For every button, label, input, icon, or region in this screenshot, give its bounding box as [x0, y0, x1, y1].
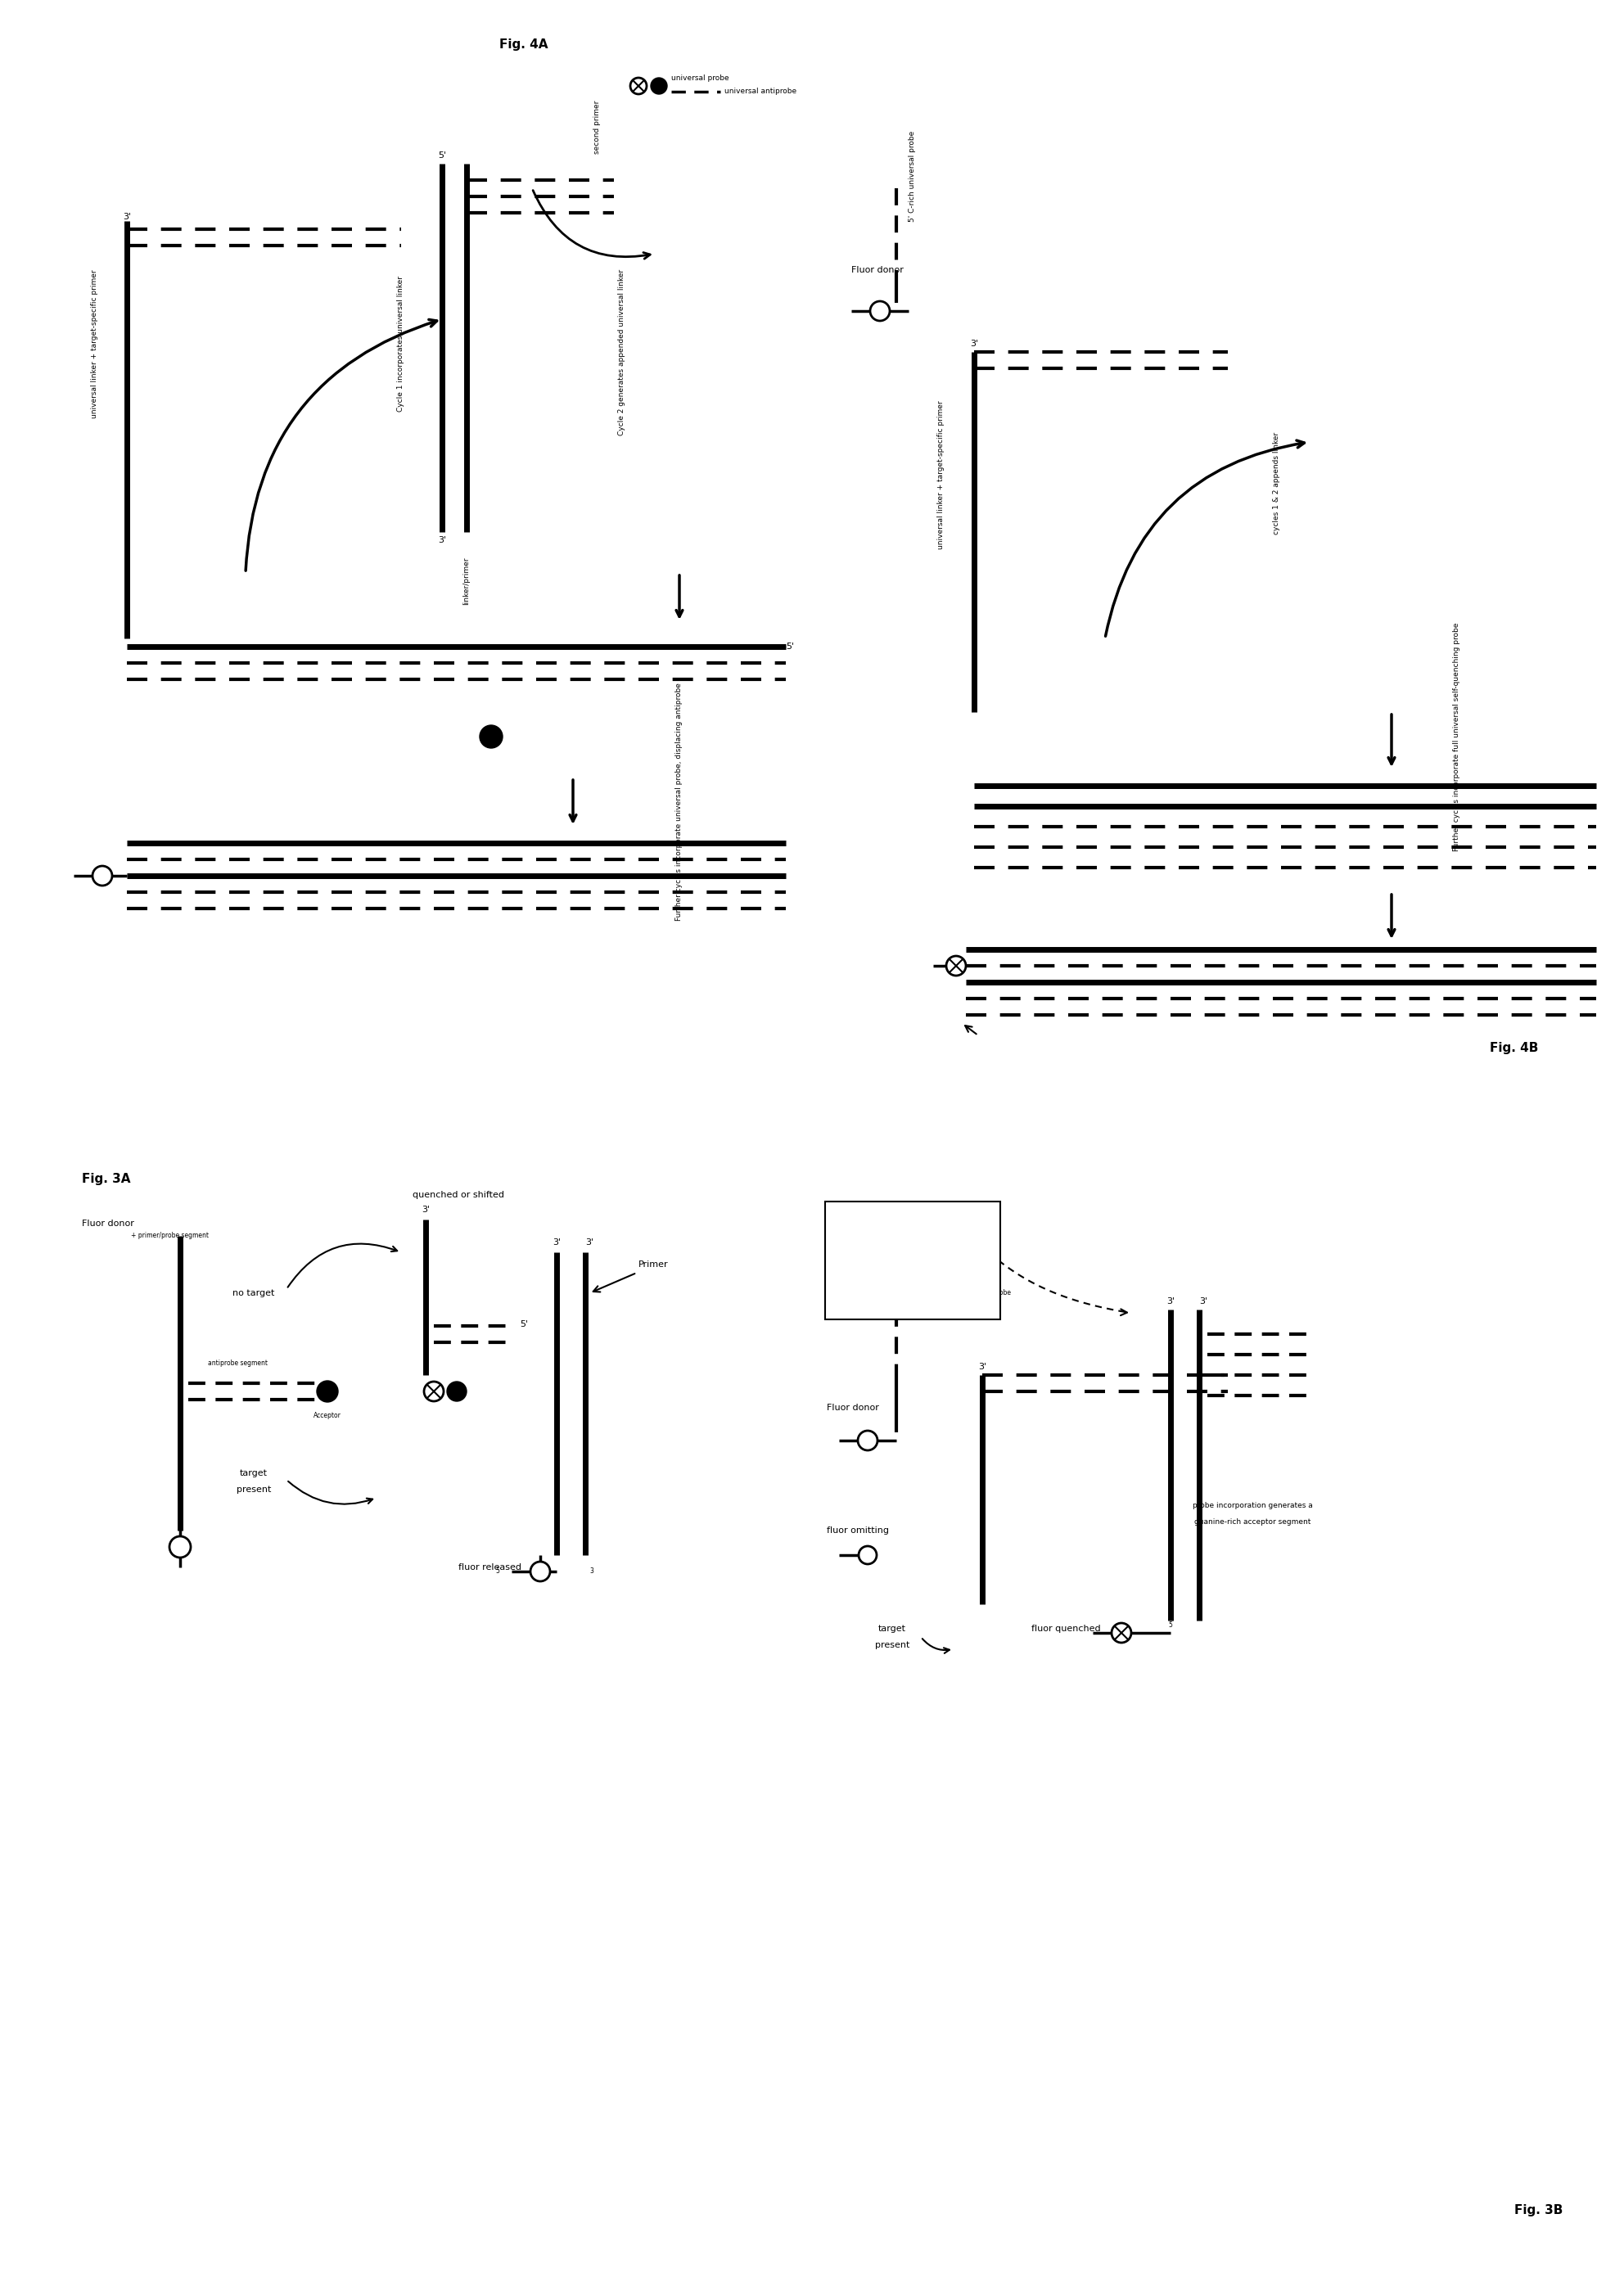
Text: 3': 3' — [978, 1362, 986, 1371]
Text: 5': 5' — [438, 150, 447, 159]
Text: target: target — [879, 1626, 906, 1633]
Text: 3': 3' — [438, 535, 447, 544]
Text: Fluor donor: Fluor donor — [827, 1403, 879, 1412]
Text: Fluor donor: Fluor donor — [81, 1220, 135, 1227]
Text: 3': 3' — [123, 212, 132, 221]
Circle shape — [1111, 1624, 1132, 1642]
Text: universal linker + target-specific primer: universal linker + target-specific prime… — [91, 269, 97, 419]
Text: guanine-rich acceptor segment: guanine-rich acceptor segment — [1194, 1519, 1311, 1526]
Text: Cycle 1 incorporates universal linker: Cycle 1 incorporates universal linker — [398, 276, 404, 412]
Circle shape — [651, 77, 667, 93]
Text: Primer: Primer — [638, 1261, 669, 1268]
Text: linker/primer: linker/primer — [463, 558, 471, 606]
Text: 5' C-rich universal probe: 5' C-rich universal probe — [908, 130, 916, 221]
Text: 3': 3' — [422, 1205, 430, 1214]
Text: target amplification: target amplification — [875, 1282, 950, 1289]
Text: present: present — [237, 1485, 271, 1494]
Text: Fig. 3B: Fig. 3B — [1514, 2204, 1562, 2216]
Text: Acceptor: Acceptor — [313, 1412, 341, 1419]
Circle shape — [317, 1380, 338, 1403]
Circle shape — [630, 77, 646, 93]
Text: universal probe: universal probe — [671, 75, 729, 82]
Circle shape — [93, 865, 112, 886]
Text: cycles 1 & 2 appends linker: cycles 1 & 2 appends linker — [1273, 433, 1281, 535]
Text: fluor released: fluor released — [458, 1564, 521, 1571]
Text: Fluor donor: Fluor donor — [851, 266, 903, 273]
Text: quenched or shifted: quenched or shifted — [412, 1191, 503, 1200]
Text: antiprobe segment: antiprobe segment — [208, 1359, 268, 1366]
Text: 5': 5' — [520, 1321, 528, 1327]
Text: Further cycles incorporate full universal self-quenching probe: Further cycles incorporate full universa… — [1453, 622, 1460, 852]
Text: + primer/probe segment: + primer/probe segment — [132, 1232, 209, 1239]
Text: Cycle 2 generates appended universal linker: Cycle 2 generates appended universal lin… — [619, 269, 625, 435]
Text: 5: 5 — [1169, 1621, 1173, 1628]
Text: fluor omitting: fluor omitting — [827, 1526, 888, 1535]
Text: probe incorporation generates a: probe incorporation generates a — [1192, 1503, 1312, 1510]
Text: second primer: second primer — [594, 100, 601, 153]
Circle shape — [857, 1430, 877, 1450]
Text: 3': 3' — [970, 339, 978, 348]
Circle shape — [870, 301, 890, 321]
Text: 5: 5 — [495, 1569, 499, 1576]
Circle shape — [531, 1562, 551, 1580]
Text: 3': 3' — [585, 1239, 593, 1246]
Text: 3': 3' — [552, 1239, 560, 1246]
Text: universal linker + target-specific primer: universal linker + target-specific prime… — [937, 401, 945, 549]
Text: 5': 5' — [786, 642, 794, 651]
Text: and descends with: and descends with — [879, 1252, 947, 1259]
Text: present: present — [875, 1642, 909, 1649]
Text: Further cycles incorporate universal probe, displacing antiprobe: Further cycles incorporate universal pro… — [676, 683, 684, 922]
Circle shape — [447, 1382, 466, 1400]
Text: Signal starts high: Signal starts high — [880, 1225, 945, 1232]
Text: no target: no target — [232, 1289, 274, 1298]
Text: Fig. 3A: Fig. 3A — [81, 1173, 130, 1184]
Circle shape — [479, 724, 502, 749]
Circle shape — [947, 956, 966, 975]
Circle shape — [169, 1537, 190, 1557]
Text: - C-rich segment + primer/probe: - C-rich segment + primer/probe — [908, 1289, 1010, 1298]
Text: target: target — [240, 1469, 268, 1478]
Text: Fig. 4A: Fig. 4A — [499, 39, 547, 50]
FancyBboxPatch shape — [825, 1202, 1000, 1318]
Text: 3': 3' — [1199, 1298, 1208, 1305]
Circle shape — [859, 1546, 877, 1564]
Text: Fig. 4B: Fig. 4B — [1489, 1041, 1538, 1054]
Text: 3: 3 — [590, 1569, 593, 1576]
Text: universal antiprobe: universal antiprobe — [724, 89, 796, 96]
Text: fluor quenched: fluor quenched — [1031, 1626, 1101, 1633]
Circle shape — [424, 1382, 443, 1400]
Text: 3': 3' — [1166, 1298, 1174, 1305]
